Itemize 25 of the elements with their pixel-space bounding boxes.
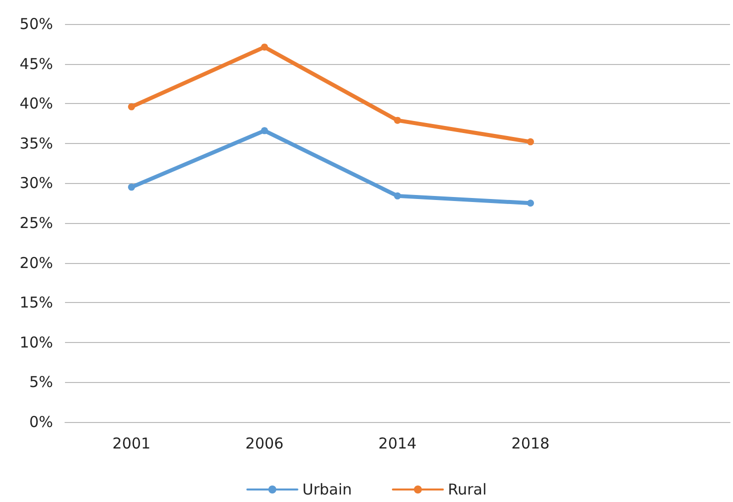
x-tick-label: 2018 [511,434,550,452]
x-tick-label: 2006 [245,434,284,452]
y-tick-label: 35% [20,134,53,152]
y-tick-label: 25% [20,214,53,232]
y-tick-label: 45% [20,54,53,73]
point [527,138,534,146]
y-tick-label: 20% [20,254,53,272]
x-tick-label: 2014 [378,434,417,452]
point [128,184,135,191]
y-tick-label: 5% [29,373,53,392]
y-tick-label: 0% [29,413,53,431]
legend-label: Rural [448,480,487,498]
point [128,103,135,110]
y-tick-label: 15% [20,294,53,312]
y-tick-label: 40% [20,94,53,113]
legend-label: Urbain [302,480,352,498]
y-tick-label: 10% [20,333,53,352]
point [394,116,401,124]
y-tick-label: 30% [20,174,53,192]
point [394,192,401,200]
point [261,127,268,134]
y-tick-label: 50% [20,15,53,33]
x-tick-label: 2001 [112,434,151,452]
point [527,200,534,207]
point [261,44,268,51]
